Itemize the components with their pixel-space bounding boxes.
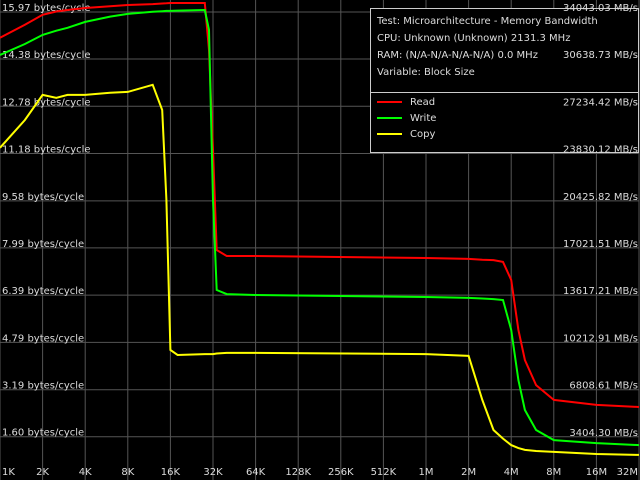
series-line xyxy=(0,1,640,408)
y-tick-label: 11.18 bytes/cycle xyxy=(2,145,91,156)
info-text: Variable: Block Size xyxy=(377,67,475,78)
legend-label: Write xyxy=(410,113,436,124)
y2-tick-label: 20425.82 MB/s xyxy=(563,192,638,203)
labels: 1K 2K 4K 8K 16K 32K 64K 128K 256K 512K 1M 2M 4M 8M 16M… xyxy=(2,3,638,478)
y-tick-label: 1.60 bytes/cycle xyxy=(2,428,84,439)
x-tick-label: 16K xyxy=(161,467,181,478)
x-tick-label: 2K xyxy=(36,467,49,478)
x-tick-label: 512K xyxy=(371,467,397,478)
x-tick-label: 16M xyxy=(586,467,607,478)
x-tick-label: 8M xyxy=(546,467,561,478)
x-tick-label: 64K xyxy=(246,467,266,478)
legend-label: Read xyxy=(410,97,435,108)
y2-tick-label: 34043.03 MB/s xyxy=(563,3,638,14)
x-tick-label: 1M xyxy=(419,467,434,478)
x-tick-label: 32K xyxy=(203,467,223,478)
series-line xyxy=(0,8,640,447)
y2-tick-label: 23830.12 MB/s xyxy=(563,145,638,156)
x-tick-label: 32M xyxy=(617,467,638,478)
y2-tick-label: 13617.21 MB/s xyxy=(563,286,638,297)
info-text: Test: Microarchitecture - Memory Bandwid… xyxy=(376,16,598,27)
y2-tick-label: 17021.51 MB/s xyxy=(563,239,638,250)
y2-tick-label: 3404.30 MB/s xyxy=(569,428,638,439)
y-tick-label: 7.99 bytes/cycle xyxy=(2,239,84,250)
y-tick-label: 4.79 bytes/cycle xyxy=(2,333,84,344)
info-text: RAM: (N/A-N/A-N/A-N/A) 0.0 MHz xyxy=(377,50,538,61)
y2-tick-label: 6808.61 MB/s xyxy=(569,381,638,392)
y-tick-label: 15.97 bytes/cycle xyxy=(2,3,91,14)
y-tick-label: 3.19 bytes/cycle xyxy=(2,381,84,392)
x-tick-label: 4M xyxy=(504,467,519,478)
info-box xyxy=(370,8,639,153)
series-line xyxy=(0,83,640,456)
y-tick-label: 12.78 bytes/cycle xyxy=(2,97,91,108)
y-tick-label: 6.39 bytes/cycle xyxy=(2,286,84,297)
legend-label: Copy xyxy=(410,129,435,140)
y2-tick-label: 27234.42 MB/s xyxy=(563,97,638,108)
info-text: CPU: Unknown (Unknown) 2131.3 MHz xyxy=(377,33,570,44)
y-tick-label: 14.38 bytes/cycle xyxy=(2,50,91,61)
y2-tick-label: 10212.91 MB/s xyxy=(563,333,638,344)
x-tick-label: 4K xyxy=(79,467,92,478)
y2-tick-label: 30638.73 MB/s xyxy=(563,50,638,61)
y-tick-label: 9.58 bytes/cycle xyxy=(2,192,84,203)
x-tick-label: 1K xyxy=(2,467,15,478)
x-tick-label: 8K xyxy=(121,467,134,478)
x-tick-label: 128K xyxy=(285,467,311,478)
x-tick-label: 256K xyxy=(328,467,354,478)
x-tick-label: 2M xyxy=(461,467,476,478)
plot xyxy=(0,1,640,456)
